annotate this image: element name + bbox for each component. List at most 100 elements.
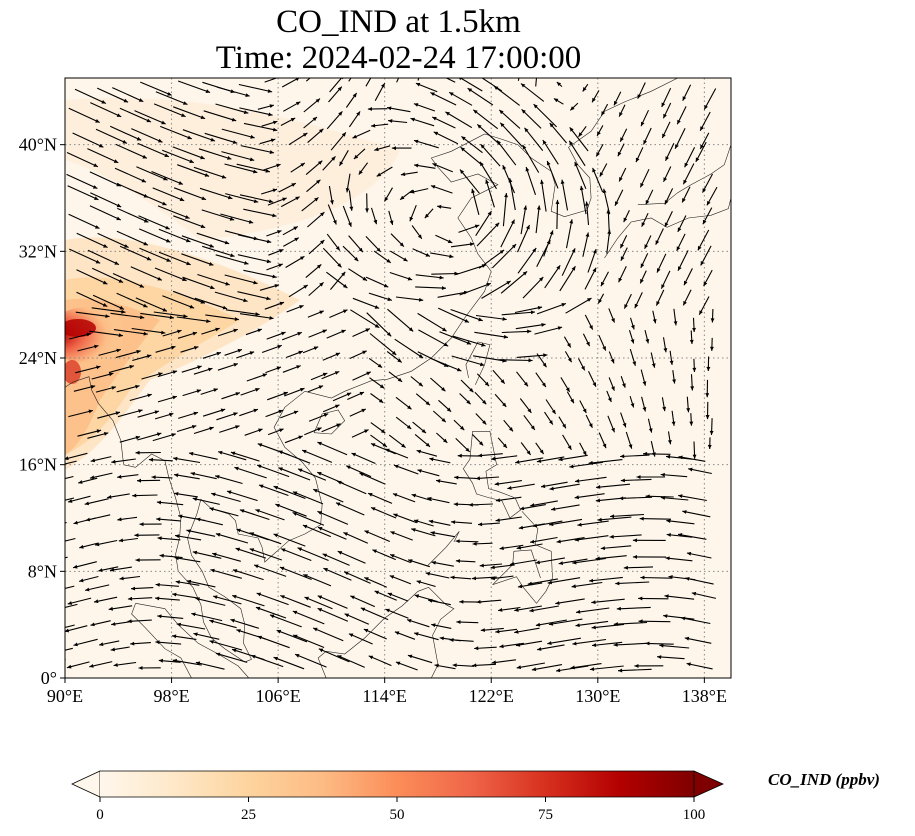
wind-vector-head (620, 243, 624, 249)
wind-vector (138, 215, 171, 230)
wind-vector (520, 83, 545, 102)
wind-vector (199, 187, 233, 200)
wind-vector-head (257, 443, 263, 447)
wind-vector-head (503, 334, 508, 339)
wind-vector (131, 327, 166, 334)
wind-vector (559, 265, 576, 292)
wind-vector-head (522, 144, 527, 150)
wind-vector-head (313, 489, 318, 493)
lat-tick-label: 24°N (19, 348, 57, 368)
wind-vector-head (230, 253, 235, 258)
wind-vector (237, 254, 272, 263)
wind-vector-head (586, 341, 590, 347)
wind-vector-head (175, 534, 180, 539)
wind-vector-head (318, 527, 323, 531)
wind-vector-head (578, 132, 583, 137)
wind-vector-head (401, 443, 406, 448)
wind-vector (535, 78, 538, 87)
wind-vector-head (611, 318, 615, 323)
wind-vector-head (572, 641, 577, 646)
wind-vector (569, 461, 603, 468)
wind-vector-head (416, 580, 421, 584)
wind-vector-head (65, 456, 69, 461)
wind-vector-head (364, 429, 369, 434)
wind-vector-head (403, 257, 408, 262)
wind-vector-head (703, 281, 708, 287)
wind-vector-head (137, 478, 141, 483)
wind-vector (276, 629, 308, 643)
wind-vector-head (644, 244, 649, 249)
wind-vector (569, 127, 589, 152)
wind-vector-head (663, 177, 668, 182)
wind-vector-head (102, 280, 108, 285)
wind-vector (478, 249, 505, 269)
wind-vector-head (233, 328, 238, 333)
wind-vector (239, 509, 270, 521)
wind-vector-head (533, 104, 538, 109)
wind-vector (370, 442, 396, 455)
wind-vector (372, 549, 397, 561)
wind-vector-head (320, 240, 325, 245)
wind-vector-head (530, 425, 535, 430)
wind-vector (193, 632, 220, 640)
wind-vector (115, 143, 148, 159)
wind-vector (387, 308, 414, 332)
wind-vector-head (571, 248, 576, 253)
coastline-segment (427, 531, 460, 567)
wind-vector (73, 638, 98, 646)
wind-vector-head (172, 634, 177, 639)
wind-vector-head (250, 134, 255, 139)
wind-vector-head (123, 98, 129, 103)
wind-vector (558, 558, 588, 565)
wind-vector-head (127, 596, 133, 601)
wind-vector-head (210, 137, 215, 142)
wind-vector-head (414, 139, 419, 144)
wind-vector-head (530, 503, 535, 507)
wind-vector-head (610, 514, 615, 519)
wind-vector (188, 452, 218, 460)
wind-vector-head (362, 276, 367, 281)
wind-vector-head (392, 493, 398, 497)
wind-vector-head (429, 457, 434, 462)
colorbar-extend-min (71, 770, 101, 798)
colorbar: 0 25 50 75 100 (71, 770, 724, 823)
wind-vector-head (615, 581, 620, 586)
wind-vector-head (354, 256, 359, 262)
wind-vector (65, 603, 78, 609)
wind-vector-head (657, 655, 662, 659)
wind-vector (302, 524, 332, 538)
wind-vector-head (408, 327, 414, 332)
wind-vector-head (581, 365, 585, 371)
wind-vector (500, 219, 515, 248)
wind-vector-head (209, 507, 214, 512)
wind-vector (686, 552, 712, 559)
wind-vector (75, 365, 101, 374)
wind-vector-head (206, 319, 211, 323)
wind-vector-head (292, 512, 298, 516)
wind-vector-head (624, 304, 628, 309)
wind-vector (429, 357, 462, 372)
wind-vector-head (166, 238, 171, 243)
wind-vector (461, 135, 483, 154)
wind-vector (172, 290, 206, 304)
wind-vector (217, 451, 247, 461)
wind-vector-head (542, 362, 547, 368)
wind-vector (236, 163, 271, 173)
wind-vector-head (664, 200, 669, 205)
wind-vector (292, 610, 325, 625)
wind-vector-head (425, 442, 430, 447)
wind-vector (192, 551, 222, 559)
wind-vector-head (589, 325, 593, 330)
wind-vector (68, 107, 100, 123)
wind-vector-head (618, 277, 623, 283)
wind-vector (155, 597, 180, 601)
wind-vector-head (167, 92, 172, 96)
wind-vector-head (273, 120, 278, 125)
wind-vector (480, 143, 501, 167)
wind-vector-head (648, 428, 653, 433)
wind-vector-head (536, 205, 541, 210)
wind-vector-head (146, 354, 152, 359)
wind-vector (620, 478, 652, 482)
wind-vector-head (706, 200, 711, 206)
wind-vector (209, 619, 237, 629)
